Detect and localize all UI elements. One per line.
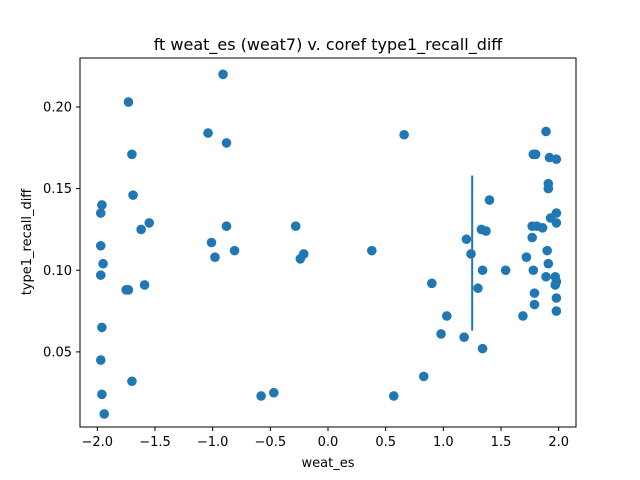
data-point-69 bbox=[529, 288, 540, 298]
y-tick-label: 0.05 bbox=[43, 345, 72, 360]
data-point-17 bbox=[127, 376, 137, 387]
data-point-23 bbox=[210, 252, 220, 262]
data-point-56 bbox=[551, 218, 562, 228]
x-tick-label: −1.5 bbox=[139, 435, 171, 450]
data-point-72 bbox=[551, 306, 562, 316]
data-point-64 bbox=[528, 265, 539, 276]
data-point-53 bbox=[543, 183, 554, 194]
data-point-42 bbox=[481, 226, 491, 236]
data-point-34 bbox=[427, 278, 437, 289]
data-point-16 bbox=[139, 280, 150, 290]
data-point-47 bbox=[541, 126, 551, 137]
data-point-71 bbox=[529, 299, 540, 310]
data-point-36 bbox=[436, 329, 446, 339]
plot-frame bbox=[79, 57, 577, 428]
data-point-70 bbox=[551, 293, 562, 303]
data-point-40 bbox=[473, 283, 483, 294]
data-point-27 bbox=[295, 254, 306, 264]
x-tick-label: 1.5 bbox=[491, 435, 512, 450]
data-point-11 bbox=[128, 190, 138, 200]
data-point-13 bbox=[144, 218, 155, 228]
data-point-33 bbox=[418, 371, 429, 382]
plot-area bbox=[95, 69, 562, 419]
y-axis-label: type1_recall_diff bbox=[20, 188, 35, 296]
data-point-60 bbox=[527, 232, 537, 243]
data-point-22 bbox=[206, 237, 217, 248]
data-point-24 bbox=[229, 245, 240, 256]
data-point-2 bbox=[95, 240, 106, 251]
data-point-63 bbox=[543, 258, 554, 269]
data-point-43 bbox=[477, 265, 488, 276]
data-point-6 bbox=[95, 355, 106, 365]
data-point-46 bbox=[500, 265, 511, 276]
data-point-9 bbox=[123, 97, 134, 107]
y-tick-label: 0.15 bbox=[43, 182, 72, 197]
data-point-5 bbox=[97, 322, 107, 333]
data-point-51 bbox=[551, 154, 562, 165]
data-point-25 bbox=[290, 221, 301, 231]
data-point-65 bbox=[541, 271, 551, 282]
x-tick-label: −1.0 bbox=[197, 435, 229, 450]
x-tick-label: 0.0 bbox=[318, 435, 339, 450]
y-tick-label: 0.20 bbox=[43, 100, 72, 115]
data-point-68 bbox=[550, 280, 561, 290]
x-tick-label: 2.0 bbox=[548, 435, 569, 450]
data-point-7 bbox=[97, 389, 107, 400]
data-point-37 bbox=[459, 332, 469, 343]
x-tick-label: 1.0 bbox=[433, 435, 454, 450]
data-point-62 bbox=[521, 252, 532, 262]
data-point-4 bbox=[95, 270, 106, 280]
data-point-10 bbox=[127, 149, 137, 160]
x-axis-label: weat_es bbox=[302, 456, 355, 471]
data-point-39 bbox=[466, 249, 476, 259]
data-point-44 bbox=[484, 195, 495, 205]
data-point-0 bbox=[95, 208, 106, 218]
data-point-21 bbox=[221, 221, 232, 231]
data-point-18 bbox=[218, 69, 228, 80]
data-point-38 bbox=[461, 234, 472, 245]
data-point-15 bbox=[123, 285, 134, 295]
data-point-20 bbox=[221, 138, 232, 148]
data-point-1 bbox=[97, 200, 107, 210]
data-point-61 bbox=[542, 245, 552, 256]
data-point-19 bbox=[203, 128, 213, 138]
axis-ticks: −2.0 −1.5 −1.0 −0.5 0.0 0.5 1.0 1.5 2.0 0.05 0.10 0… bbox=[43, 100, 569, 450]
data-point-8 bbox=[99, 409, 110, 419]
data-point-35 bbox=[442, 311, 452, 321]
data-point-12 bbox=[136, 224, 146, 235]
x-tick-label: −2.0 bbox=[82, 435, 114, 450]
data-point-30 bbox=[399, 129, 409, 140]
data-point-49 bbox=[530, 149, 541, 160]
x-tick-label: −0.5 bbox=[255, 435, 287, 450]
data-point-59 bbox=[537, 223, 548, 233]
data-point-45 bbox=[477, 343, 488, 354]
data-point-32 bbox=[388, 391, 399, 401]
data-point-3 bbox=[98, 258, 108, 269]
data-point-73 bbox=[518, 311, 528, 321]
data-point-28 bbox=[256, 391, 266, 401]
y-tick-label: 0.10 bbox=[43, 264, 72, 279]
x-tick-label: 0.5 bbox=[375, 435, 396, 450]
data-point-31 bbox=[367, 245, 377, 256]
chart-title: ft weat_es (weat7) v. coref type1_recall… bbox=[154, 35, 504, 55]
data-point-29 bbox=[268, 387, 279, 398]
